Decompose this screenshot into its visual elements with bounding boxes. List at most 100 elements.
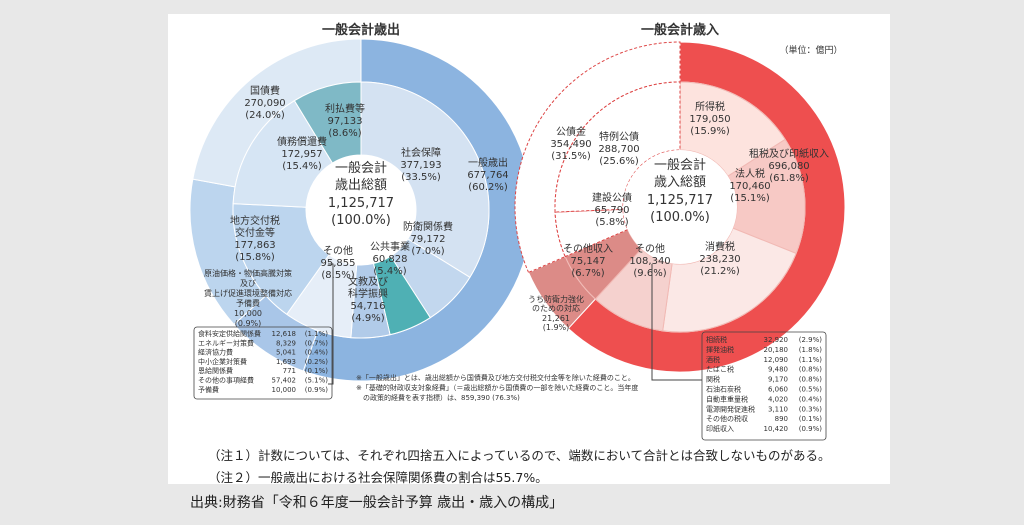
expenditure-breakdown-name-7: 予備費 <box>198 385 219 394</box>
revenue-label-tokurei-pct: (25.6%) <box>599 156 639 167</box>
expenditure-yobihi-line4: 予備費 <box>236 298 260 308</box>
expenditure-label-bunkyo-name1: 文教及び <box>348 275 388 288</box>
revenue-breakdown-pct-6: (0.5%) <box>799 386 823 394</box>
expenditure-breakdown-value-5: 771 <box>283 367 296 375</box>
revenue-breakdown-value-3: 12,090 <box>764 356 789 364</box>
revenue-center-label1: 一般会計 <box>654 157 706 173</box>
revenue-label-shohi-name: 消費税 <box>705 240 735 253</box>
revenue-breakdown-name-2: 揮発油税 <box>706 345 734 354</box>
expenditure-label-saimu-value: 172,957 <box>281 149 322 160</box>
expenditure-label-boei-name: 防衛関係費 <box>403 220 453 233</box>
revenue-label-sozei-pct: (61.8%) <box>769 173 809 184</box>
revenue-label-sonota-shunyu-value: 75,147 <box>571 256 606 267</box>
chart-panel: 一般会計歳出 一般会計 歳出総額 1,125,717 (100.0%) 一般歳出 677,7… <box>168 14 890 485</box>
expenditure-breakdown-value-3: 5,041 <box>276 349 296 357</box>
revenue-breakdown-pct-3: (1.1%) <box>799 356 823 364</box>
expenditure-yobihi-value: 10,000 <box>234 309 262 318</box>
revenue-label-kensetsu-pct: (5.8%) <box>595 217 628 228</box>
expenditure-label-chiho-value: 177,863 <box>234 240 275 251</box>
expenditure-label-bunkyo-value: 54,716 <box>351 301 386 312</box>
revenue-label-sonota-pct: (9.6%) <box>633 268 666 279</box>
revenue-label-shohi-pct: (21.2%) <box>700 266 740 277</box>
expenditure-label-bunkyo-pct: (4.9%) <box>351 313 384 324</box>
revenue-breakdown-value-7: 4,020 <box>768 395 788 403</box>
revenue-breakdown-value-9: 890 <box>775 415 788 423</box>
revenue-label-kosaikin-name: 公債金 <box>556 125 586 138</box>
revenue-outer-slice-3 <box>514 41 681 274</box>
source-caption: 出典:財務省「令和６年度一般会計予算 歳出・歳入の構成」 <box>190 495 564 511</box>
note-1: （注１）計数については、それぞれ四捨五入によっているので、端数において合計とは合… <box>208 448 831 463</box>
expenditure-breakdown-name-1: 食料安定供給関係費 <box>198 329 261 338</box>
revenue-breakdown-name-10: 印紙収入 <box>706 424 734 433</box>
revenue-center <box>623 150 737 264</box>
revenue-sub-pct: (1.9%) <box>543 323 570 332</box>
revenue-label-kosaikin-value: 354,490 <box>550 139 591 150</box>
expenditure-label-kokusai-value: 270,090 <box>244 98 285 109</box>
revenue-label-tokurei-value: 288,700 <box>598 144 639 155</box>
revenue-label-kensetsu-value: 65,790 <box>595 205 630 216</box>
note-2: （注２）一般歳出における社会保障関係費の割合は55.7%。 <box>208 470 548 485</box>
expenditure-label-sonota-pct: (8.5%) <box>321 270 354 281</box>
revenue-breakdown-name-9: その他の税収 <box>706 414 748 423</box>
expenditure-breakdown-pct-4: (0.2%) <box>305 358 329 366</box>
revenue-breakdown-value-1: 32,920 <box>764 336 789 344</box>
revenue-label-shotoku-pct: (15.9%) <box>690 126 730 137</box>
expenditure-label-shakai-pct: (33.5%) <box>401 172 441 183</box>
expenditure-label-boei-pct: (7.0%) <box>411 246 444 257</box>
revenue-breakdown-pct-7: (0.4%) <box>799 395 823 403</box>
revenue-title: 一般会計歳入 <box>641 22 719 38</box>
expenditure-breakdown-pct-3: (0.4%) <box>305 349 329 357</box>
expenditure-yobihi-line3: 賃上げ促進環境整備対応 <box>204 288 292 298</box>
revenue-breakdown-pct-10: (0.9%) <box>799 425 823 433</box>
revenue-unit: （単位：億円） <box>779 44 842 56</box>
footnote-2: ※「基礎的財政収支対象経費」（＝歳出総額から国債費の一部を除いた経費のこと。当年… <box>356 383 638 392</box>
expenditure-center <box>306 155 416 265</box>
revenue-connector <box>651 264 702 381</box>
revenue-label-sonota-shunyu-name: その他収入 <box>563 242 613 255</box>
expenditure-label-sonota-value: 95,855 <box>321 258 356 269</box>
expenditure-center-label1: 一般会計 <box>335 160 387 176</box>
expenditure-label-saimu-name: 債務償還費 <box>277 135 327 148</box>
revenue-inner-slice-7 <box>554 81 681 213</box>
revenue-breakdown-name-3: 酒税 <box>706 355 720 364</box>
revenue-breakdown-pct-4: (0.8%) <box>799 366 823 374</box>
expenditure-yobihi-line1: 原油価格・物価高騰対策 <box>204 268 292 278</box>
expenditure-breakdown-pct-2: (0.7%) <box>305 339 329 347</box>
revenue-label-kensetsu-name: 建設公債 <box>592 191 632 204</box>
expenditure-breakdown-pct-5: (0.1%) <box>305 367 329 375</box>
expenditure-center-pct: (100.0%) <box>331 213 391 228</box>
revenue-label-sozei-name: 租税及び印紙収入 <box>749 147 829 160</box>
revenue-breakdown-pct-2: (1.8%) <box>799 346 823 354</box>
expenditure-breakdown-box <box>193 326 333 400</box>
expenditure-label-sonota-name: その他 <box>323 244 353 257</box>
expenditure-center-label2: 歳出総額 <box>335 178 387 193</box>
revenue-breakdown-name-5: 関税 <box>706 375 720 384</box>
expenditure-label-shakai-name: 社会保障 <box>401 146 441 159</box>
revenue-sub-line1: うち防衛力強化 <box>528 294 584 304</box>
expenditure-breakdown-name-3: 経済協力費 <box>198 348 233 357</box>
revenue-breakdown-value-2: 20,180 <box>764 346 789 354</box>
expenditure-label-riharai-pct: (8.6%) <box>328 128 361 139</box>
expenditure-label-kokusai-name: 国債費 <box>250 84 280 97</box>
expenditure-label-ippan-name: 一般歳出 <box>468 156 508 169</box>
revenue-breakdown-box <box>701 331 827 441</box>
revenue-center-label2: 歳入総額 <box>654 175 706 190</box>
revenue-breakdown-value-10: 10,420 <box>764 425 789 433</box>
footnote-1: ※「一般歳出」とは、歳出総額から国債費及び地方交付税交付金等を除いた経費のこと。 <box>356 373 635 382</box>
revenue-label-tokurei-name: 特例公債 <box>599 130 639 143</box>
revenue-label-sonota-name: その他 <box>635 242 665 255</box>
revenue-label-sozei-value: 696,080 <box>768 161 809 172</box>
revenue-center-pct: (100.0%) <box>650 210 710 225</box>
expenditure-title: 一般会計歳出 <box>322 22 400 38</box>
expenditure-breakdown-value-6: 57,402 <box>272 377 297 385</box>
revenue-breakdown-name-1: 相続税 <box>706 335 727 344</box>
expenditure-inner-slice-1 <box>360 81 490 278</box>
revenue-label-shotoku-value: 179,050 <box>689 114 730 125</box>
expenditure-breakdown-name-4: 中小企業対策費 <box>198 357 247 366</box>
expenditure-label-chiho-pct: (15.8%) <box>235 252 275 263</box>
revenue-breakdown-name-8: 電源開発促進税 <box>706 404 755 413</box>
revenue-center-value: 1,125,717 <box>647 193 713 208</box>
revenue-breakdown-name-4: たばこ税 <box>706 365 734 374</box>
expenditure-label-kokyo-pct: (5.4%) <box>373 266 406 277</box>
